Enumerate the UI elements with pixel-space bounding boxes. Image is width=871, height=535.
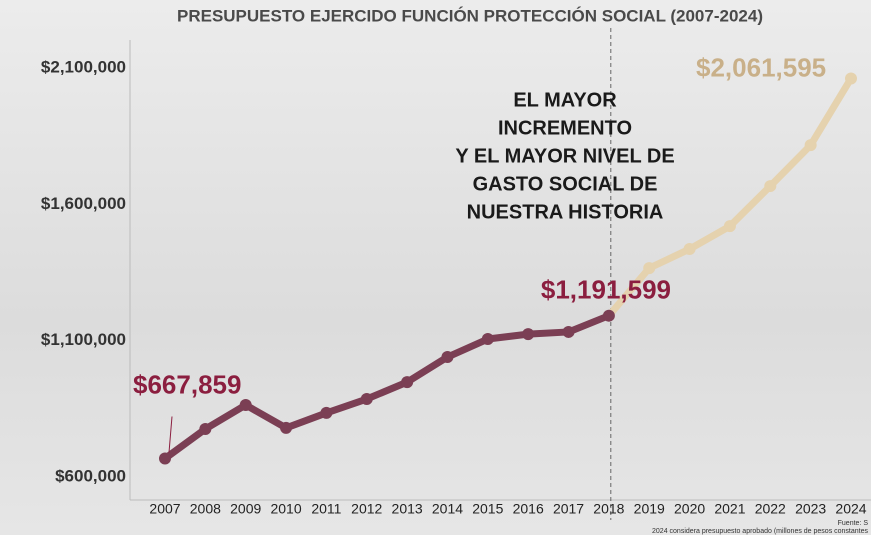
line-segment <box>766 141 815 190</box>
x-tick-label: 2014 <box>432 501 463 517</box>
footnote: 2024 considera presupuesto aprobado (mil… <box>652 528 868 535</box>
x-tick-label: 2009 <box>230 501 261 517</box>
line-segment <box>161 425 209 462</box>
x-tick-label: 2011 <box>311 501 341 517</box>
value-label: $1,191,599 <box>541 275 671 305</box>
point <box>764 180 777 193</box>
x-tick-label: 2010 <box>270 501 301 517</box>
line-segment <box>363 378 411 403</box>
annotation: Y EL MAYOR NIVEL DE <box>455 145 674 167</box>
point <box>280 421 293 434</box>
y-tick-label: $600,000 <box>55 466 126 485</box>
value-label: $2,061,595 <box>696 52 826 82</box>
x-tick-label: 2024 <box>835 501 866 517</box>
y-tick-label: $1,100,000 <box>41 330 126 349</box>
point <box>199 423 212 436</box>
x-tick-label: 2016 <box>513 501 544 517</box>
x-tick-label: 2018 <box>593 501 624 517</box>
line-segment <box>565 312 613 336</box>
point <box>804 139 817 152</box>
annotation: INCREMENTO <box>498 117 632 139</box>
point <box>602 309 615 322</box>
point <box>683 243 696 256</box>
x-tick-label: 2023 <box>795 501 826 517</box>
point <box>401 376 414 389</box>
value-label: $667,859 <box>133 369 241 399</box>
x-tick-label: 2007 <box>149 501 180 517</box>
line-segment <box>645 245 694 272</box>
x-tick-label: 2022 <box>755 501 786 517</box>
point <box>239 399 252 412</box>
line-segment <box>484 330 532 343</box>
x-tick-label: 2019 <box>634 501 665 517</box>
point <box>562 325 575 338</box>
footnote: Fuente: S <box>838 520 869 527</box>
x-tick-label: 2020 <box>674 501 705 517</box>
line-segment <box>443 335 492 361</box>
leader <box>168 416 173 453</box>
annotation: EL MAYOR <box>513 89 617 111</box>
line-segment <box>524 328 573 338</box>
point <box>643 262 656 275</box>
line-segment <box>282 409 330 432</box>
line-segment <box>403 353 451 386</box>
line-segment <box>242 401 290 432</box>
annotation: NUESTRA HISTORIA <box>467 201 664 223</box>
line-segment <box>807 74 855 149</box>
point <box>360 393 373 406</box>
x-tick-label: 2015 <box>472 501 503 517</box>
y-tick-label: $2,100,000 <box>41 57 126 76</box>
line-segment <box>322 395 371 417</box>
point <box>441 351 454 364</box>
point <box>159 452 171 465</box>
point <box>481 333 494 346</box>
y-tick-label: $1,600,000 <box>41 194 126 213</box>
line-segment <box>605 264 653 320</box>
x-tick-label: 2017 <box>553 501 584 517</box>
line-segment <box>201 401 250 433</box>
chart-title: PRESUPUESTO EJERCIDO FUNCIÓN PROTECCIÓN … <box>177 6 763 25</box>
x-tick-label: 2021 <box>714 501 745 517</box>
point <box>320 406 333 419</box>
x-tick-label: 2012 <box>351 501 382 517</box>
line-segment <box>686 222 734 253</box>
point <box>522 328 535 341</box>
line-segment <box>726 182 774 230</box>
point <box>723 220 736 233</box>
x-tick-label: 2013 <box>392 501 423 517</box>
annotation: GASTO SOCIAL DE <box>473 173 658 195</box>
x-tick-label: 2008 <box>190 501 221 517</box>
point <box>845 72 857 85</box>
